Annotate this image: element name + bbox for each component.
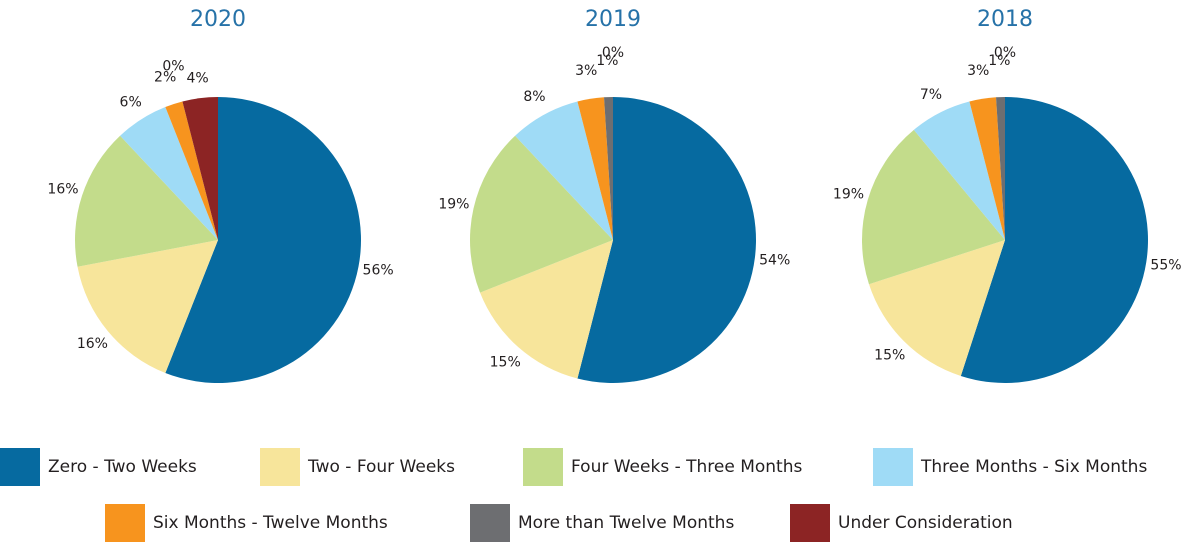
data-label: 6% <box>120 94 142 110</box>
data-label: 19% <box>833 187 864 203</box>
pie-slice <box>469 135 613 293</box>
legend-swatch <box>873 448 913 486</box>
pie-slice <box>577 97 613 240</box>
data-label: 19% <box>438 196 469 212</box>
chart-title: 2020 <box>190 7 246 32</box>
legend-label: Six Months - Twelve Months <box>153 513 388 533</box>
data-label: 55% <box>1150 257 1181 273</box>
data-label: 4% <box>186 70 208 86</box>
chart-title: 2019 <box>585 7 641 32</box>
pie-slice <box>77 240 218 373</box>
data-label: 0% <box>602 45 624 61</box>
pie-slice <box>577 97 756 383</box>
data-label: 0% <box>162 59 184 75</box>
data-label: 54% <box>759 252 790 268</box>
pie-slice <box>182 97 218 240</box>
data-label: 1% <box>988 53 1010 69</box>
legend-swatch <box>0 448 40 486</box>
pie-slice <box>75 135 218 267</box>
data-label: 0% <box>994 45 1016 61</box>
pie-slice <box>515 101 613 240</box>
legend-swatch <box>790 504 830 542</box>
data-label: 16% <box>47 182 78 198</box>
data-label: 15% <box>490 354 521 370</box>
legend-label: Two - Four Weeks <box>307 457 455 477</box>
pie-slice <box>604 97 613 240</box>
legend-swatch <box>523 448 563 486</box>
pie-slice <box>120 107 218 240</box>
legend-label: Under Consideration <box>838 513 1013 533</box>
pie-slice <box>996 97 1005 240</box>
pie-slice <box>861 129 1005 285</box>
data-label: 1% <box>596 53 618 69</box>
pie-slice <box>969 97 1005 240</box>
legend-label: Zero - Two Weeks <box>48 457 197 477</box>
legend-swatch <box>105 504 145 542</box>
data-label: 16% <box>77 336 108 352</box>
legend-label: More than Twelve Months <box>518 513 734 533</box>
legend-label: Four Weeks - Three Months <box>571 457 802 477</box>
legend-label: Three Months - Six Months <box>920 457 1147 477</box>
data-label: 15% <box>874 347 905 363</box>
data-label: 7% <box>920 87 942 103</box>
pie-slice <box>480 240 613 379</box>
legend-swatch <box>470 504 510 542</box>
chart-title: 2018 <box>977 7 1033 32</box>
pie-slice <box>960 97 1148 383</box>
data-label: 2% <box>154 69 176 85</box>
data-label: 3% <box>575 63 597 79</box>
pie-slice <box>165 97 362 383</box>
data-label: 3% <box>967 63 989 79</box>
pie-slice <box>868 240 1005 377</box>
data-label: 56% <box>363 263 394 279</box>
pie-slice <box>165 101 218 240</box>
data-label: 8% <box>523 89 545 105</box>
pie-slice <box>913 101 1005 240</box>
legend-swatch <box>260 448 300 486</box>
